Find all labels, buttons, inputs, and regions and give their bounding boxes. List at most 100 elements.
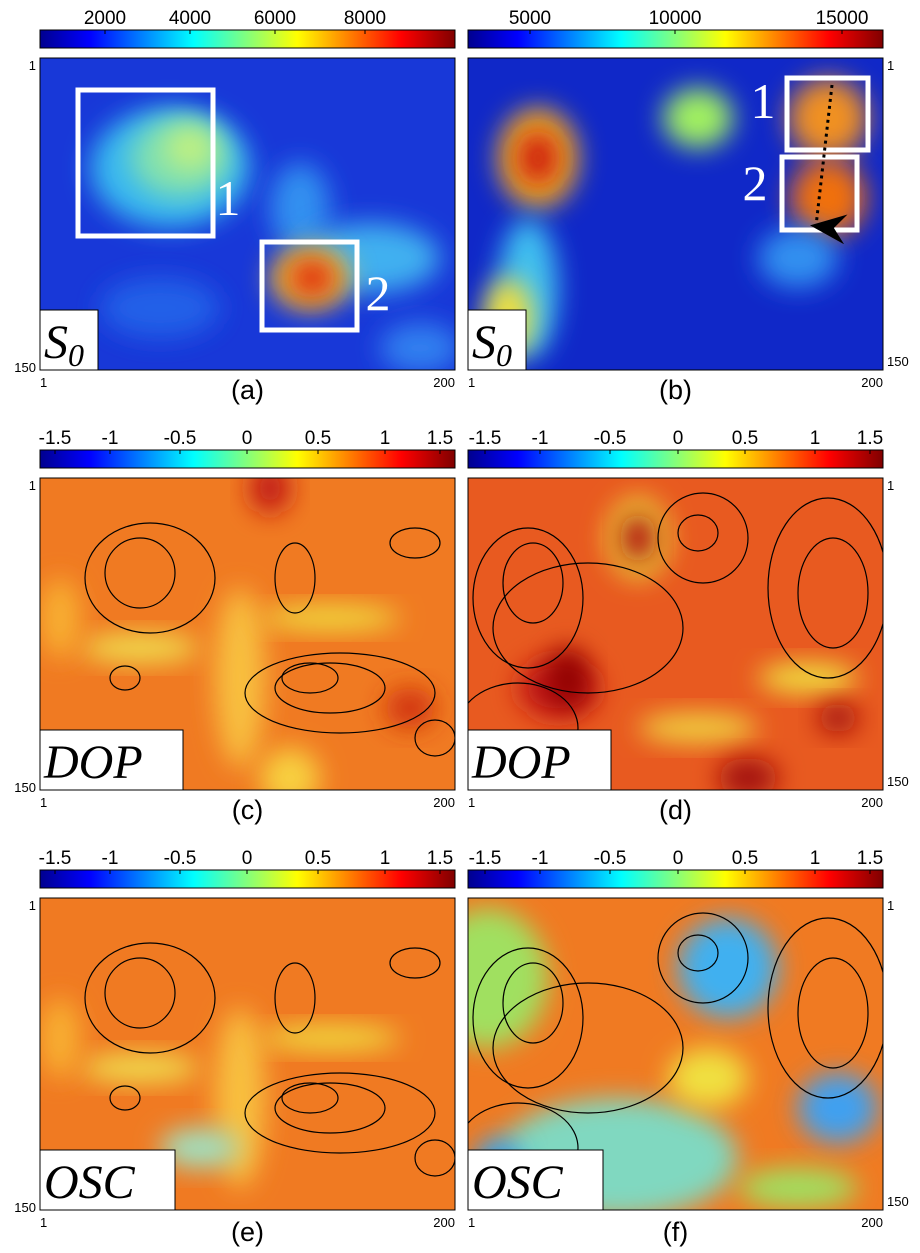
- heatmap-blob: [620, 513, 656, 563]
- contour: [104, 957, 176, 1029]
- y-top-label: 1: [887, 478, 894, 493]
- y-bottom-label: 150: [14, 1200, 36, 1215]
- contour: [414, 1139, 455, 1177]
- contour: [84, 522, 216, 634]
- x-left-label: 1: [40, 795, 47, 810]
- heatmap-blob: [758, 228, 838, 288]
- panel-label: (e): [231, 1217, 264, 1247]
- colorbar-tick-label: 0.5: [732, 848, 758, 869]
- heatmap-bg: [40, 58, 455, 370]
- heatmap-blob: [260, 748, 320, 790]
- overlay-sub: 0: [68, 337, 84, 373]
- heatmap-blob: [798, 1073, 878, 1143]
- colorbar: [467, 869, 884, 889]
- overlay-label: OSC: [44, 1156, 136, 1209]
- contour: [389, 947, 441, 979]
- contour: [657, 912, 749, 1004]
- overlay-box: [467, 1149, 604, 1211]
- panel-label: (f): [663, 1217, 688, 1247]
- contour: [677, 514, 719, 552]
- colorbar-tick-label: 1.5: [857, 848, 883, 869]
- overlay-main: DOP: [43, 736, 143, 789]
- colorbar-tick-label: -0.5: [164, 428, 197, 449]
- colorbar-tick-label: -1.5: [39, 848, 72, 869]
- colorbar-tick-label: 1.5: [427, 848, 453, 869]
- colorbar-tick-label: 0: [673, 428, 684, 449]
- panel: 5000 10000 15000 1 2 S0 1 150 1 200 (b): [467, 8, 909, 405]
- overlay-main: S: [472, 316, 496, 369]
- overlay-label: S0: [472, 316, 512, 373]
- heatmap-blob: [385, 688, 435, 728]
- colorbar: [39, 29, 456, 49]
- image-frame: [39, 477, 456, 791]
- colorbar-tick-label: 0: [242, 428, 253, 449]
- contour: [677, 934, 719, 972]
- heatmap-blob: [380, 323, 455, 370]
- image-frame: [467, 477, 884, 791]
- colorbar-tick-label: 1: [810, 848, 821, 869]
- roi-box: [784, 75, 871, 153]
- y-top-label: 1: [887, 898, 894, 913]
- heatmap-blob: [758, 663, 858, 693]
- colorbar-tick-label: -1: [532, 428, 549, 449]
- contour: [281, 1082, 339, 1114]
- y-bottom-label: 150: [14, 360, 36, 375]
- panel-label: (c): [232, 795, 263, 825]
- overlay-main: OSC: [472, 1156, 564, 1209]
- contour: [492, 562, 684, 694]
- heatmap-blob: [668, 1048, 748, 1108]
- overlay-sub: 0: [496, 337, 512, 373]
- colorbar-tick-label: 0.5: [305, 848, 331, 869]
- heatmap-blob: [288, 258, 336, 298]
- heatmap-blob: [80, 1054, 200, 1082]
- heatmap-blob: [548, 648, 588, 708]
- colorbar-tick-label: -1.5: [39, 428, 72, 449]
- contour: [389, 527, 441, 559]
- roi-label: 2: [366, 265, 391, 321]
- contour: [84, 942, 216, 1054]
- contour: [797, 537, 869, 649]
- x-right-label: 200: [861, 1215, 883, 1230]
- x-right-label: 200: [433, 375, 455, 390]
- colorbar-tick-label: 10000: [649, 8, 702, 29]
- contour: [472, 527, 584, 669]
- heatmap-blob: [270, 163, 330, 253]
- colorbar-tick-label: -1.5: [469, 848, 502, 869]
- panel: 2000 4000 6000 8000 1 2 S0 1 150 1 200 (a): [14, 8, 456, 405]
- colorbar-tick-label: 1.5: [857, 428, 883, 449]
- contour: [767, 917, 883, 1099]
- contour: [414, 719, 455, 757]
- y-bottom-label: 150: [887, 774, 909, 789]
- colorbar-tick-label: -0.5: [594, 848, 627, 869]
- heatmap-blob: [100, 278, 220, 338]
- x-right-label: 200: [861, 795, 883, 810]
- contour: [109, 1085, 141, 1111]
- image-frame: [467, 897, 884, 1211]
- contour: [502, 962, 564, 1044]
- overlay-main: DOP: [471, 736, 571, 789]
- heatmap-blob: [80, 634, 200, 662]
- overlay-box: [39, 1149, 176, 1211]
- heatmap-blob: [738, 1168, 858, 1208]
- overlay-box: [39, 729, 184, 791]
- heatmap-blob: [260, 1026, 400, 1050]
- heatmap-blob: [663, 88, 733, 148]
- heatmap-blob: [165, 126, 215, 170]
- roi-box: [75, 87, 216, 239]
- colorbar-tick-label: -0.5: [164, 848, 197, 869]
- colorbar-tick-label: 1: [810, 428, 821, 449]
- panel-label: (a): [231, 375, 264, 405]
- colorbar-tick-label: 0.5: [305, 428, 331, 449]
- colorbar-tick-label: 4000: [169, 8, 211, 29]
- heatmap-blob: [516, 130, 560, 186]
- x-left-label: 1: [468, 795, 475, 810]
- overlay-label: S0: [44, 316, 84, 373]
- heatmap-blob: [250, 478, 290, 513]
- colorbar-tick-label: 1.5: [427, 428, 453, 449]
- overlay-main: OSC: [44, 1156, 136, 1209]
- colorbar: [467, 449, 884, 469]
- heatmap: [40, 58, 455, 370]
- panel: -1.5 -1 -0.5 0 0.5 1 1.5 DOP 1 150 1 200 (c): [14, 428, 456, 825]
- heatmap-blob: [788, 78, 868, 158]
- x-left-label: 1: [468, 375, 475, 390]
